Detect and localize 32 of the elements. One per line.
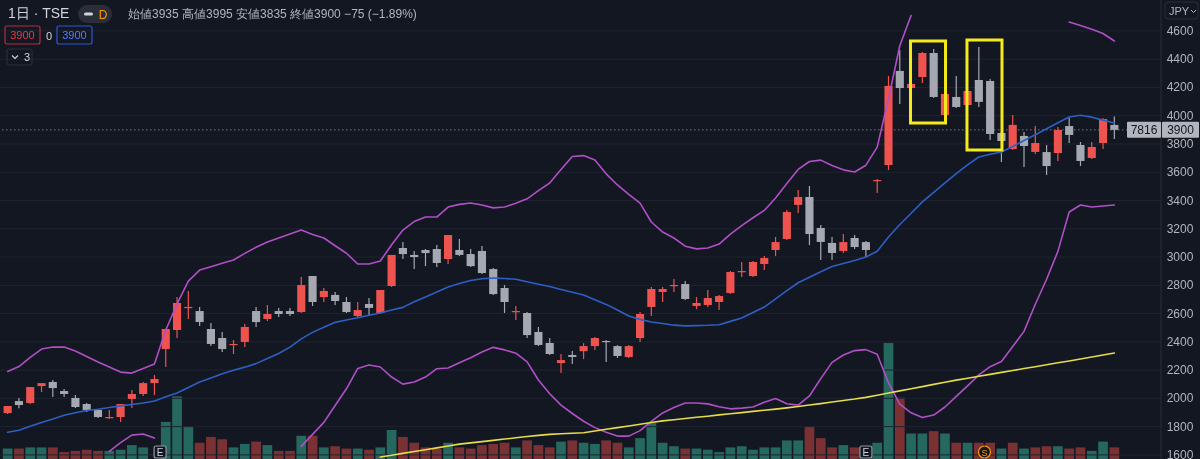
annotation: 3900 <box>56 25 93 45</box>
annotation: D <box>98 7 108 22</box>
y-tick-label: 4200 <box>1166 80 1194 95</box>
ref-line-label: 3900 <box>1167 123 1195 138</box>
annotation: 始値3935 高値3995 安値3835 終値3900 −75 (−1.89%) <box>128 7 417 21</box>
chart-title: 1日 · TSE <box>8 5 70 21</box>
y-tick-label: 3200 <box>1166 221 1194 236</box>
y-tick-label: 1800 <box>1166 419 1194 434</box>
y-tick-label: 4400 <box>1166 52 1194 67</box>
annotation: E <box>153 445 167 459</box>
y-tick-label: 2600 <box>1166 306 1194 321</box>
y-tick-label: 2400 <box>1166 334 1194 349</box>
y-tick-label: 2800 <box>1166 278 1194 293</box>
annotation: 3 <box>24 51 31 63</box>
y-tick-label: 2000 <box>1166 391 1194 406</box>
annotation: 3900 <box>4 25 41 45</box>
annotation: E <box>859 445 873 459</box>
y-tick-label: 3000 <box>1166 250 1194 265</box>
y-tick-label: 3600 <box>1166 165 1194 180</box>
annotation: 3 <box>6 48 33 66</box>
annotation: JPY <box>1164 1 1199 20</box>
annotation: 3900 <box>10 29 35 41</box>
annotation: 0 <box>46 30 53 42</box>
y-tick-label: 2200 <box>1166 363 1194 378</box>
y-tick-label: 3400 <box>1166 193 1194 208</box>
annotation: S <box>977 445 992 459</box>
y-tick-label: 3800 <box>1166 137 1194 151</box>
annotation: S <box>981 447 988 458</box>
annotation: 3900 <box>62 29 87 41</box>
y-tick-label: 4000 <box>1166 108 1194 123</box>
y-tick-label: 4600 <box>1166 23 1194 38</box>
y-tick-label: 1600 <box>1166 447 1194 459</box>
